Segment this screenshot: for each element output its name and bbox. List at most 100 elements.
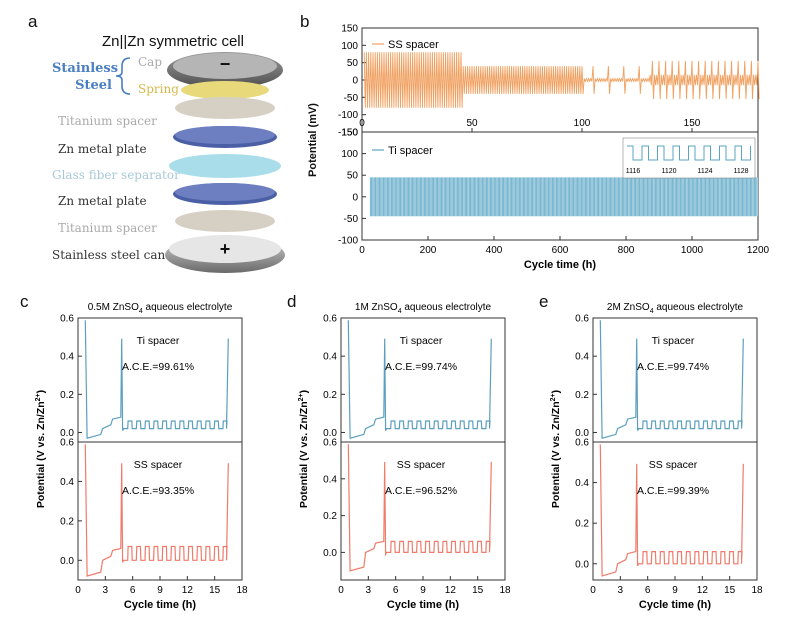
d-ytick-label: 0.0: [323, 548, 337, 559]
separator-disc: [169, 154, 281, 178]
c-ytick-label: 0.0: [60, 428, 74, 439]
e-xlabel: Cycle time (h): [639, 599, 711, 611]
c-ytick-label: 0.0: [60, 556, 74, 567]
e-xtick-label: 3: [618, 585, 624, 596]
d-xtick-label: 6: [393, 585, 399, 596]
c-ytick-label: 0.4: [60, 477, 74, 488]
b-bottom-ytick-label: -100: [338, 236, 358, 247]
d-xtick-label: 9: [420, 585, 426, 596]
c-ytick-label: 0.2: [60, 516, 74, 527]
titanium-disc-bottom: [175, 210, 275, 232]
e-ytick-label: 0.6: [575, 438, 589, 449]
panel-label-e: e: [539, 292, 549, 311]
plus-sign: +: [220, 239, 231, 259]
d-xtick-label: 12: [445, 585, 457, 596]
c-series-name-1: SS spacer: [134, 459, 183, 471]
b-top-ytick-label: -50: [344, 93, 359, 104]
e-ytick-label: 0.2: [575, 519, 589, 530]
e-xtick-label: 18: [751, 585, 763, 596]
e-ytick-label: 0.4: [575, 478, 589, 489]
c-xtick-label: 18: [236, 585, 248, 596]
d-ytick-label: 0.2: [323, 390, 337, 401]
e-ytick-label: 0.6: [575, 314, 589, 325]
d-ylabel: Potential (V vs. Zn/Zn2+): [298, 390, 310, 508]
d-ytick-label: 0.2: [323, 511, 337, 522]
c-ace-0: A.C.E.=99.61%: [122, 361, 194, 373]
b-bottom-xtick-label: 1200: [747, 245, 770, 256]
e-xtick-label: 12: [697, 585, 709, 596]
spring-label: Spring: [138, 82, 179, 96]
b-bottom-xtick-label: 800: [618, 245, 635, 256]
e-xtick-label: 0: [590, 585, 596, 596]
e-series-ss: [599, 444, 744, 577]
layer-label-separator: Glass fiber separator: [52, 168, 180, 182]
c-series-ss: [84, 444, 229, 577]
c-ylabel: Potential (V vs. Zn/Zn2+): [35, 390, 47, 508]
d-xtick-label: 18: [499, 585, 511, 596]
b-inset-tick-label: 1124: [697, 168, 712, 175]
d-series-name-0: Ti spacer: [400, 335, 443, 347]
layer-label-titanium-top: Titanium spacer: [58, 114, 157, 128]
c-xtick-label: 12: [182, 585, 194, 596]
d-title: 1M ZnSO4 aqueous electrolyte: [355, 302, 492, 315]
d-series-ti: [347, 320, 492, 439]
chart-e: 2M ZnSO4 aqueous electrolyte 0.6 0.4 0.2 0.0…: [550, 302, 763, 611]
d-xlabel: Cycle time (h): [387, 599, 459, 611]
b-xlabel: Cycle time (h): [524, 259, 596, 271]
cell-title: Zn||Zn symmetric cell: [102, 33, 244, 50]
titanium-disc-top: [175, 97, 275, 119]
b-inset-tick-label: 1120: [661, 168, 676, 175]
b-ti-series: [369, 177, 758, 217]
e-ytick-label: 0.4: [575, 352, 589, 363]
chart-d: 1M ZnSO4 aqueous electrolyte 0.6 0.4 0.2 0.0…: [298, 302, 511, 611]
e-xtick-label: 15: [724, 585, 736, 596]
minus-sign: −: [220, 54, 231, 74]
spring-disc: [181, 81, 269, 99]
b-bottom-xtick-label: 200: [420, 245, 437, 256]
panel-label-b: b: [300, 12, 310, 31]
panel-label-c: c: [20, 292, 29, 311]
b-inset-frame: [622, 137, 756, 179]
layer-label-zn-top: Zn metal plate: [58, 142, 147, 156]
brace-icon: [115, 57, 131, 95]
e-ytick-label: 0.0: [575, 559, 589, 570]
b-top-ytick-label: 0: [352, 76, 358, 87]
e-title: 2M ZnSO4 aqueous electrolyte: [607, 302, 744, 315]
b-bottom-xtick-label: 0: [359, 245, 365, 256]
c-series-name-0: Ti spacer: [137, 335, 180, 347]
e-ace-0: A.C.E.=99.74%: [637, 361, 709, 373]
c-ytick-label: 0.4: [60, 352, 74, 363]
panel-label-d: d: [287, 292, 297, 311]
b-top-xtick-label: 150: [684, 118, 701, 129]
d-ytick-label: 0.6: [323, 314, 337, 325]
b-bottom-ytick-label: 150: [341, 128, 358, 139]
e-series-name-1: SS spacer: [649, 459, 698, 471]
c-xtick-label: 9: [157, 585, 163, 596]
d-ytick-label: 0.4: [323, 352, 337, 363]
layer-label-zn-bottom: Zn metal plate: [58, 194, 147, 208]
e-series-ti: [599, 320, 744, 439]
e-ace-1: A.C.E.=99.39%: [637, 485, 709, 497]
e-xtick-label: 9: [672, 585, 678, 596]
b-top-xtick-label: 0: [359, 118, 365, 129]
d-ytick-label: 0.4: [323, 474, 337, 485]
b-bottom-xtick-label: 400: [486, 245, 503, 256]
b-bottom-ytick-label: 0: [352, 192, 358, 203]
b-top-xtick-label: 50: [466, 118, 478, 129]
e-ylabel: Potential (V vs. Zn/Zn2+): [550, 390, 562, 508]
b-inset-tick-label: 1116: [626, 168, 641, 175]
b-top-ytick-label: -150: [338, 128, 358, 139]
c-xtick-label: 15: [209, 585, 221, 596]
b-inset-tick-label: 1128: [733, 168, 748, 175]
c-series-ti: [84, 320, 229, 439]
d-ace-1: A.C.E.=96.52%: [385, 485, 457, 497]
d-series-ss: [347, 444, 492, 572]
can-disc: [165, 235, 285, 273]
panel-label-a: a: [28, 12, 38, 31]
layer-label-titanium-bottom: Titanium spacer: [58, 221, 157, 235]
b-top-ytick-label: 50: [347, 58, 359, 69]
b-bottom-ytick-label: -50: [344, 214, 359, 225]
chart-c: 0.5M ZnSO4 aqueous electrolyte 0.6 0.4 0.2 0…: [35, 302, 248, 611]
b-top-ytick-label: 150: [341, 24, 358, 35]
